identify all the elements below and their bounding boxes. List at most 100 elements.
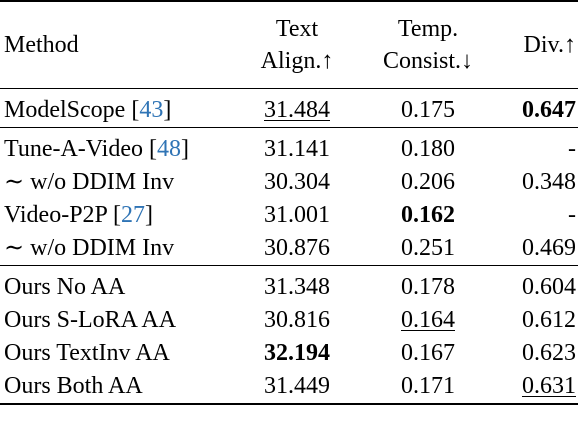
cell-text-align-value: 31.484: [264, 97, 330, 123]
cell-div: 0.623: [490, 337, 578, 370]
cell-temp-consist: 0.178: [366, 271, 490, 304]
cell-method: ∼ w/o DDIM Inv: [0, 232, 228, 266]
table-header-row: Method Text Align.↑ Temp. Consist.↓ Div.…: [0, 1, 578, 89]
cell-method: Ours TextInv AA: [0, 337, 228, 370]
cell-method-value: Ours Both AA: [4, 373, 143, 399]
citation-link[interactable]: 43: [139, 97, 164, 123]
ref-bracket: [: [149, 136, 157, 162]
table-row: ∼ w/o DDIM Inv 30.304 0.206 0.348: [0, 166, 578, 199]
citation-link[interactable]: 27: [121, 202, 146, 228]
cell-method: Video-P2P [27]: [0, 199, 228, 232]
table-row: Video-P2P [27] 31.001 0.162 -: [0, 199, 578, 232]
cell-div-value: -: [568, 202, 576, 228]
cell-div-value: 0.348: [522, 169, 576, 195]
cell-method: Ours No AA: [0, 271, 228, 304]
cell-text-align: 31.449: [228, 370, 366, 404]
cell-text-align: 31.484: [228, 94, 366, 128]
table-body: Method Text Align.↑ Temp. Consist.↓ Div.…: [0, 1, 578, 404]
cell-temp-consist-value: 0.167: [401, 340, 455, 366]
cell-div-value: 0.623: [522, 340, 576, 366]
cell-method-value: Ours S-LoRA AA: [4, 307, 177, 333]
cell-method: Ours Both AA: [0, 370, 228, 404]
cell-temp-consist-value: 0.251: [401, 235, 455, 261]
cell-temp-consist-value: 0.162: [401, 202, 455, 228]
cell-temp-consist-value: 0.206: [401, 169, 455, 195]
header-text-align: Text Align.↑: [228, 1, 366, 89]
cell-method-value: ∼ w/o DDIM Inv: [4, 169, 175, 195]
group-divider: [0, 265, 578, 272]
cell-div-value: -: [568, 136, 576, 162]
cell-temp-consist: 0.167: [366, 337, 490, 370]
table-row: Ours Both AA 31.449 0.171 0.631: [0, 370, 578, 404]
cell-text-align-value: 30.876: [264, 235, 330, 261]
table-row: Ours S-LoRA AA 30.816 0.164 0.612: [0, 304, 578, 337]
cell-method-value: Ours No AA: [4, 274, 126, 300]
cell-temp-consist: 0.206: [366, 166, 490, 199]
cell-text-align-value: 32.194: [264, 340, 330, 366]
cell-text-align-value: 31.001: [264, 202, 330, 228]
ref-bracket: [: [131, 97, 140, 123]
citation-link[interactable]: 48: [157, 136, 181, 162]
cell-method-value: ∼ w/o DDIM Inv: [4, 235, 175, 261]
cell-temp-consist: 0.171: [366, 370, 490, 404]
cell-method-value: Video-P2P: [4, 202, 114, 228]
cell-div: -: [490, 133, 578, 166]
cell-div: 0.612: [490, 304, 578, 337]
cell-div-value: 0.469: [522, 235, 576, 261]
header-temp-consist-line2: Consist.↓: [382, 48, 474, 74]
table-row: Tune-A-Video [48] 31.141 0.180 -: [0, 133, 578, 166]
cell-temp-consist: 0.164: [366, 304, 490, 337]
header-temp-consist: Temp. Consist.↓: [366, 1, 490, 89]
header-text-align-line2: Align.↑: [260, 48, 334, 74]
cell-text-align: 31.348: [228, 271, 366, 304]
comparison-table: Method Text Align.↑ Temp. Consist.↓ Div.…: [0, 1, 578, 404]
cell-text-align-value: 30.816: [264, 307, 330, 333]
group-divider: [0, 88, 578, 95]
header-text-align-line1: Text: [275, 16, 319, 42]
header-div: Div.↑: [523, 32, 576, 58]
cell-text-align-value: 31.141: [264, 136, 330, 162]
cell-div: 0.469: [490, 232, 578, 266]
cell-method-value: Ours TextInv AA: [4, 340, 170, 366]
cell-method: Tune-A-Video [48]: [0, 133, 228, 166]
cell-div-value: 0.604: [522, 274, 576, 300]
cell-method-value: Tune-A-Video: [4, 136, 149, 162]
cell-text-align: 30.876: [228, 232, 366, 266]
cell-div: -: [490, 199, 578, 232]
ref-bracket: [: [113, 202, 122, 228]
cell-text-align: 30.816: [228, 304, 366, 337]
cell-text-align-value: 30.304: [264, 169, 330, 195]
cell-method: Ours S-LoRA AA: [0, 304, 228, 337]
cell-div-value: 0.647: [522, 97, 576, 123]
cell-text-align: 31.001: [228, 199, 366, 232]
ref-bracket: ]: [181, 136, 189, 162]
cell-div: 0.631: [490, 370, 578, 404]
header-method: Method: [4, 32, 79, 58]
cell-text-align-value: 31.449: [264, 373, 330, 399]
cell-temp-consist: 0.180: [366, 133, 490, 166]
ref-bracket: ]: [163, 97, 172, 123]
cell-div-value: 0.631: [522, 373, 576, 399]
cell-text-align: 30.304: [228, 166, 366, 199]
cell-temp-consist-value: 0.180: [401, 136, 455, 162]
ref-bracket: ]: [145, 202, 154, 228]
table-row: Ours No AA 31.348 0.178 0.604: [0, 271, 578, 304]
cell-div: 0.647: [490, 94, 578, 128]
table-row: Ours TextInv AA 32.194 0.167 0.623: [0, 337, 578, 370]
cell-div: 0.348: [490, 166, 578, 199]
group-divider: [0, 127, 578, 134]
cell-div: 0.604: [490, 271, 578, 304]
cell-temp-consist-value: 0.175: [401, 97, 455, 123]
cell-text-align-value: 31.348: [264, 274, 330, 300]
cell-temp-consist: 0.175: [366, 94, 490, 128]
cell-text-align: 31.141: [228, 133, 366, 166]
table-row: ∼ w/o DDIM Inv 30.876 0.251 0.469: [0, 232, 578, 266]
cell-temp-consist: 0.251: [366, 232, 490, 266]
cell-temp-consist-value: 0.164: [401, 307, 455, 333]
cell-method-value: ModelScope: [4, 97, 132, 123]
cell-method: ModelScope [43]: [0, 94, 228, 128]
cell-method: ∼ w/o DDIM Inv: [0, 166, 228, 199]
table-row: ModelScope [43] 31.484 0.175 0.647: [0, 94, 578, 128]
cell-text-align: 32.194: [228, 337, 366, 370]
